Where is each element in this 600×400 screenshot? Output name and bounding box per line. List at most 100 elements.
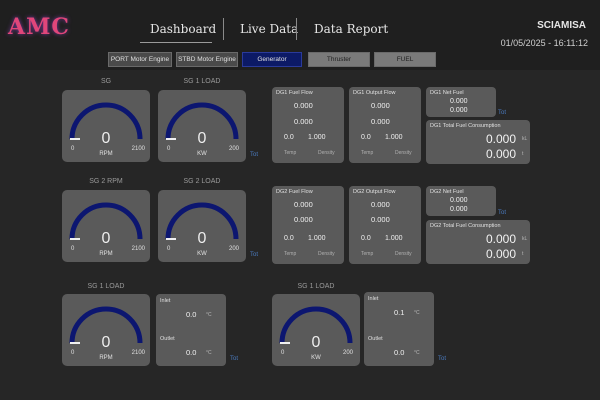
card-title: DG1 Total Fuel Consumption — [430, 123, 501, 129]
gauge-value: 0 — [101, 334, 111, 351]
gauge-card: 0 0 200 KW — [158, 190, 246, 262]
gauge-min: 0 — [71, 350, 75, 356]
gauge-card: 0 0 2100 RPM — [62, 90, 150, 162]
flow-value: 0.000 — [371, 215, 390, 224]
stbd-engine-button[interactable]: STBD Motor Engine — [176, 52, 238, 67]
temp-value: 0.0 — [361, 235, 371, 242]
gauge-card: 0 0 2100 RPM — [62, 190, 150, 262]
density-label: Density — [318, 251, 335, 257]
total-badge: Tot — [498, 110, 507, 116]
gauge-arc — [69, 202, 143, 240]
gauge-title: SG 1 LOAD — [183, 78, 221, 85]
nav-data-report[interactable]: Data Report — [314, 22, 389, 36]
temp-value: 0.0 — [361, 134, 371, 141]
app-logo: AMC — [8, 14, 70, 40]
gauge-value: 0 — [101, 130, 111, 147]
density-value: 1.000 — [308, 134, 326, 141]
gauge-title: SG 2 LOAD — [183, 178, 221, 185]
nav-live-data[interactable]: Live Data — [240, 22, 299, 36]
gauge-min: 0 — [71, 246, 75, 252]
gauge-unit: KW — [197, 251, 207, 257]
temp-value: 0.1 — [394, 308, 405, 317]
net-value: 0.000 — [450, 98, 468, 105]
total-badge: Tot — [230, 356, 239, 362]
card-title: DG2 Net Fuel — [430, 189, 464, 195]
total-value: 0.000 — [486, 247, 517, 261]
total-badge: Tot — [250, 252, 259, 258]
gauge-arc — [165, 202, 239, 240]
gauge-min: 0 — [167, 246, 171, 252]
temp-title: Inlet — [160, 298, 171, 304]
thruster-button[interactable]: Thruster — [308, 52, 370, 67]
temp-title: Outlet — [160, 336, 175, 342]
gauge-arc — [279, 306, 353, 344]
gauge-card: 0 0 200 KW — [158, 90, 246, 162]
total-badge: Tot — [250, 152, 259, 158]
temperature-card: Inlet 0.1 °C Outlet 0.0 °C — [364, 292, 434, 366]
gauge-max: 2100 — [131, 246, 145, 252]
net-value: 0.000 — [450, 197, 468, 204]
card-title: DG1 Output Flow — [353, 90, 396, 96]
temp-label: Temp — [361, 251, 374, 257]
temp-value: 0.0 — [394, 348, 405, 357]
net-fuel-card: DG1 Net Fuel 0.000 0.000 — [426, 87, 496, 117]
generator-button[interactable]: Generator — [242, 52, 302, 67]
gauge-value: 0 — [197, 230, 207, 247]
gauge-value: 0 — [101, 230, 111, 247]
density-value: 1.000 — [308, 235, 326, 242]
density-value: 1.000 — [385, 134, 403, 141]
temp-title: Outlet — [368, 336, 383, 342]
gauge-title: SG 1 LOAD — [87, 283, 125, 290]
gauge-unit: RPM — [99, 151, 113, 157]
temp-value: 0.0 — [284, 134, 294, 141]
flow-value: 0.000 — [371, 117, 390, 126]
temp-unit: °C — [206, 312, 212, 318]
gauge-value: 0 — [311, 334, 321, 351]
gauge-title: SG — [100, 78, 112, 85]
total-unit: kL — [522, 136, 528, 142]
gauge-max: 2100 — [131, 146, 145, 152]
gauge-unit: KW — [311, 355, 321, 361]
temp-unit: °C — [414, 310, 420, 316]
gauge-max: 200 — [228, 146, 239, 152]
total-unit: t — [522, 151, 524, 157]
temp-title: Inlet — [368, 296, 379, 302]
density-label: Density — [318, 150, 335, 156]
gauge-max: 200 — [228, 246, 239, 252]
temperature-card: Inlet 0.0 °C Outlet 0.0 °C — [156, 294, 226, 366]
flow-value: 0.000 — [294, 215, 313, 224]
port-engine-button[interactable]: PORT Motor Engine — [108, 52, 172, 67]
output-flow-card: DG1 Output Flow 0.000 0.000 0.0 1.000 Te… — [349, 87, 421, 163]
fuel-flow-card: DG2 Fuel Flow 0.000 0.000 0.0 1.000 Temp… — [272, 186, 344, 264]
temp-label: Temp — [284, 150, 297, 156]
temp-value: 0.0 — [186, 348, 197, 357]
temp-value: 0.0 — [186, 310, 197, 319]
gauge-title: SG 2 RPM — [89, 178, 123, 185]
card-title: DG1 Net Fuel — [430, 90, 464, 96]
flow-value: 0.000 — [371, 200, 390, 209]
output-flow-card: DG2 Output Flow 0.000 0.000 0.0 1.000 Te… — [349, 186, 421, 264]
gauge-unit: RPM — [99, 355, 113, 361]
card-title: DG2 Fuel Flow — [276, 189, 313, 195]
total-value: 0.000 — [486, 147, 517, 161]
flow-value: 0.000 — [371, 101, 390, 110]
fuel-button[interactable]: FUEL — [374, 52, 436, 67]
nav-active-indicator — [140, 42, 212, 43]
net-value: 0.000 — [450, 107, 468, 114]
gauge-max: 200 — [342, 350, 353, 356]
total-badge: Tot — [498, 210, 507, 216]
gauge-unit: RPM — [99, 251, 113, 257]
nav-separator — [223, 18, 224, 40]
gauge-min: 0 — [71, 146, 75, 152]
gauge-title: SG 1 LOAD — [297, 283, 335, 290]
total-consumption-card: DG2 Total Fuel Consumption 0.000 kL 0.00… — [426, 220, 530, 264]
temp-label: Temp — [361, 150, 374, 156]
fuel-flow-card: DG1 Fuel Flow 0.000 0.000 0.0 1.000 Temp… — [272, 87, 344, 163]
nav-dashboard[interactable]: Dashboard — [150, 22, 217, 36]
temp-unit: °C — [414, 350, 420, 356]
flow-value: 0.000 — [294, 117, 313, 126]
temp-label: Temp — [284, 251, 297, 257]
gauge-card: 0 0 2100 RPM — [62, 294, 150, 366]
card-title: DG2 Total Fuel Consumption — [430, 223, 501, 229]
total-value: 0.000 — [486, 232, 517, 246]
